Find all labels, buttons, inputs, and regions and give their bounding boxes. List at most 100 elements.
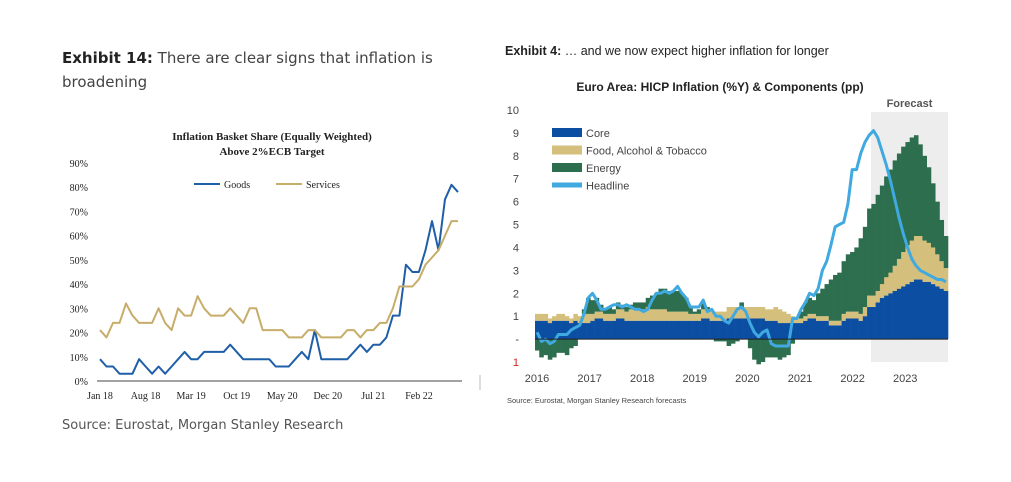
bar-energy bbox=[688, 307, 693, 314]
chart-title: Euro Area: HICP Inflation (%Y) & Compone… bbox=[576, 80, 863, 94]
bar-energy bbox=[811, 300, 817, 314]
bar-food bbox=[901, 252, 906, 287]
x-tick-label: Jan 18 bbox=[87, 391, 113, 402]
chart-title: Inflation Basket Share (Equally Weighted… bbox=[172, 131, 372, 143]
bar-food bbox=[943, 268, 949, 291]
bar-food bbox=[624, 311, 629, 321]
bar-energy bbox=[930, 183, 936, 248]
bar-food bbox=[764, 309, 770, 321]
bar-core bbox=[679, 320, 685, 340]
bar-food bbox=[611, 313, 617, 321]
bar-core bbox=[781, 323, 787, 340]
bar-core bbox=[564, 320, 570, 340]
exhibit-14-caption: Exhibit 14: There are clear signs that i… bbox=[62, 46, 462, 94]
bar-energy bbox=[641, 302, 646, 310]
bar-energy bbox=[556, 339, 561, 353]
bar-core bbox=[637, 320, 642, 340]
bar-food bbox=[918, 236, 923, 280]
y-tick-label: 3 bbox=[513, 265, 519, 277]
bar-core bbox=[552, 320, 557, 340]
bar-core bbox=[909, 281, 915, 340]
bar-energy bbox=[816, 293, 821, 317]
bar-core bbox=[577, 323, 583, 340]
bar-core bbox=[598, 318, 604, 340]
bar-core bbox=[777, 323, 783, 340]
bar-energy bbox=[807, 297, 813, 314]
legend-swatch-2 bbox=[552, 163, 582, 172]
bar-energy bbox=[624, 307, 629, 312]
bar-energy bbox=[913, 135, 919, 236]
bar-energy bbox=[590, 300, 595, 314]
bar-food bbox=[935, 254, 940, 287]
bar-food bbox=[722, 311, 727, 321]
bar-food bbox=[811, 313, 817, 319]
bar-energy bbox=[598, 304, 604, 312]
bar-energy bbox=[918, 144, 923, 236]
bar-core bbox=[615, 318, 621, 340]
bar-food bbox=[692, 313, 698, 321]
bar-food bbox=[586, 313, 591, 324]
bar-core bbox=[743, 318, 749, 340]
bar-food bbox=[560, 313, 566, 321]
x-tick-label: 2016 bbox=[525, 373, 549, 385]
y-tick-label: 30% bbox=[70, 304, 88, 315]
bar-food bbox=[760, 307, 766, 319]
legend-label: Food, Alcohol & Tobacco bbox=[586, 146, 707, 158]
bar-core bbox=[752, 318, 757, 340]
x-tick-label: 2019 bbox=[683, 373, 707, 385]
bar-food bbox=[739, 307, 744, 319]
bar-core bbox=[820, 320, 825, 340]
bar-core bbox=[811, 318, 817, 340]
y-tick-label: 90% bbox=[70, 159, 88, 170]
bar-energy bbox=[637, 302, 642, 310]
bar-food bbox=[688, 313, 693, 321]
bar-food bbox=[820, 316, 825, 321]
bar-energy bbox=[943, 236, 949, 269]
bar-energy bbox=[905, 142, 910, 246]
x-tick-label: Dec 20 bbox=[314, 391, 343, 402]
bar-food bbox=[662, 309, 668, 321]
bar-energy bbox=[552, 339, 557, 358]
exhibit-14-text: There are clear signs that inflation is … bbox=[62, 49, 433, 91]
bar-energy bbox=[603, 309, 608, 314]
forecast-label: Forecast bbox=[887, 98, 933, 110]
bar-core bbox=[688, 320, 693, 340]
bar-food bbox=[581, 313, 587, 324]
bar-energy bbox=[722, 339, 727, 342]
bar-energy bbox=[675, 290, 681, 312]
bar-food bbox=[845, 311, 851, 319]
bar-energy bbox=[666, 290, 672, 312]
bar-core bbox=[790, 323, 796, 340]
y-tick-label: 9 bbox=[513, 128, 519, 140]
legend: Goods Services bbox=[194, 180, 340, 191]
bar-food bbox=[837, 320, 842, 326]
x-tick-label: May 20 bbox=[267, 391, 298, 402]
bar-core bbox=[913, 279, 919, 340]
legend-swatch-1 bbox=[552, 145, 582, 155]
bar-food bbox=[632, 309, 638, 321]
bar-energy bbox=[547, 339, 553, 360]
bar-core bbox=[756, 318, 761, 340]
legend-label: Core bbox=[586, 128, 610, 140]
bar-core bbox=[905, 284, 910, 340]
bar-food bbox=[794, 318, 800, 324]
bar-energy bbox=[773, 339, 778, 358]
bar-core bbox=[641, 320, 646, 340]
bar-core bbox=[786, 323, 791, 340]
bar-core bbox=[705, 318, 710, 340]
bar-food bbox=[871, 295, 876, 308]
bar-energy bbox=[645, 297, 651, 308]
bar-core bbox=[611, 320, 617, 340]
y-tick-label: 10% bbox=[70, 353, 88, 364]
legend-label-goods: Goods bbox=[224, 180, 250, 191]
bar-core bbox=[628, 320, 634, 340]
bar-core bbox=[854, 318, 859, 340]
y-tick-label: 1 bbox=[513, 357, 519, 369]
bar-core bbox=[935, 286, 940, 340]
bar-food bbox=[850, 311, 855, 319]
bar-energy bbox=[569, 339, 574, 349]
bar-energy bbox=[875, 194, 881, 291]
bar-food bbox=[786, 313, 791, 324]
bar-energy bbox=[841, 261, 847, 314]
bar-core bbox=[603, 320, 608, 340]
